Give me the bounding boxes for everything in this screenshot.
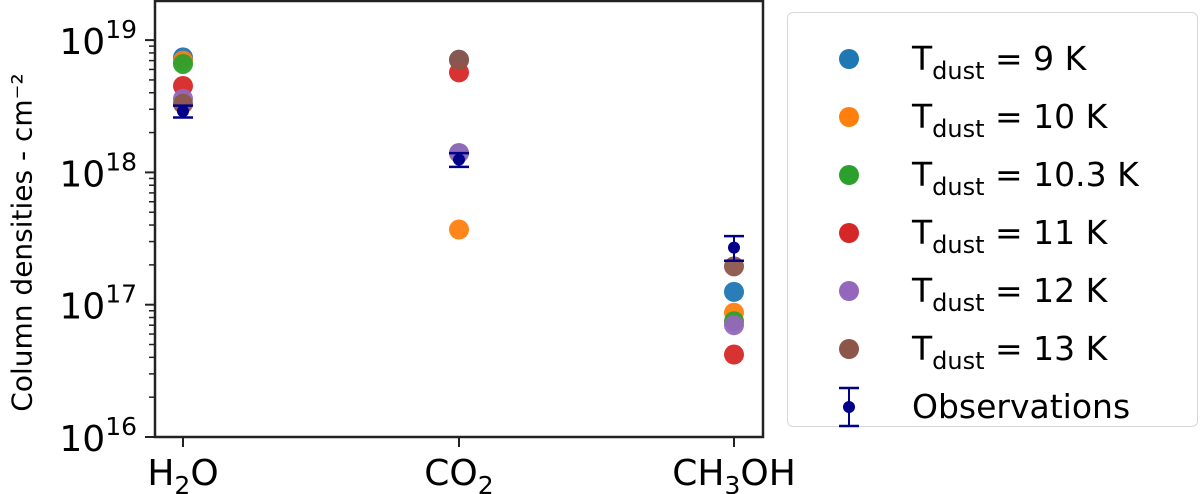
legend-marker-icon xyxy=(839,223,859,243)
legend-marker-icon xyxy=(839,49,859,69)
legend-label: Tdust = 10 K xyxy=(912,97,1108,143)
legend-label: Tdust = 9 K xyxy=(912,39,1087,85)
legend-marker-icon xyxy=(839,165,859,185)
legend-marker-icon xyxy=(839,281,859,301)
data-points xyxy=(173,47,744,365)
legend-marker-icon xyxy=(839,339,859,359)
x-axis-ticks: H2O CO2 CH3OH xyxy=(147,437,796,494)
y-tick-label: 1018 xyxy=(59,147,137,195)
data-point xyxy=(449,49,469,70)
legend-item: Tdust = 13 K xyxy=(788,320,1197,378)
observation-point xyxy=(177,105,189,118)
y-axis-ticks: 1016 1017 1018 1019 xyxy=(59,15,155,460)
legend-item: Tdust = 11 K xyxy=(788,204,1197,262)
legend-item: Tdust = 9 K xyxy=(788,30,1197,88)
legend-label: Tdust = 11 K xyxy=(912,213,1108,259)
y-tick-label: 1017 xyxy=(59,280,137,328)
x-tick-label-ch3oh: CH3OH xyxy=(672,453,796,494)
y-axis-label: Column densities - cm⁻² xyxy=(5,73,39,412)
y-tick-label: 1019 xyxy=(59,15,137,63)
x-tick-label-h2o: H2O xyxy=(147,453,218,494)
observation-point xyxy=(453,153,465,166)
legend-item: Tdust = 10 K xyxy=(788,88,1197,146)
data-point xyxy=(724,315,744,336)
legend-item-observations: Observations xyxy=(788,378,1197,436)
data-point xyxy=(173,53,193,74)
legend-label: Tdust = 12 K xyxy=(912,271,1108,317)
observation-errorbars xyxy=(173,104,744,262)
legend-label: Observations xyxy=(912,387,1131,426)
y-tick-label: 1016 xyxy=(59,412,137,460)
data-point xyxy=(449,219,469,240)
legend-label: Tdust = 10.3 K xyxy=(912,155,1139,201)
errorbar-icon xyxy=(839,386,859,428)
legend-item: Tdust = 10.3 K xyxy=(788,146,1197,204)
legend-marker-icon xyxy=(839,107,859,127)
data-point xyxy=(724,344,744,365)
observation-point xyxy=(728,241,740,254)
legend-label: Tdust = 13 K xyxy=(912,329,1108,375)
legend-item: Tdust = 12 K xyxy=(788,262,1197,320)
legend: Tdust = 9 K Tdust = 10 K Tdust = 10.3 K Tdu… xyxy=(787,12,1198,428)
data-point xyxy=(724,281,744,302)
x-tick-label-co2: CO2 xyxy=(424,453,493,494)
